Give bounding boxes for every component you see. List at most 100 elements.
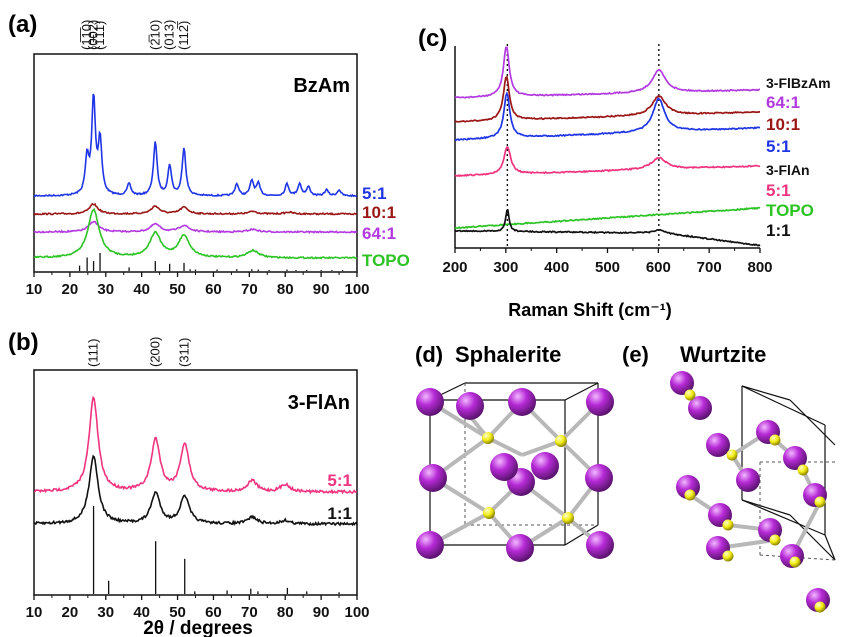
raman-series-3 <box>454 146 761 178</box>
magenta-sphere <box>531 452 559 480</box>
x-tick-label: 100 <box>344 604 369 621</box>
x-tick-label: 300 <box>493 259 518 276</box>
x-tick-label: 10 <box>26 604 43 621</box>
panel-a-series <box>33 93 358 260</box>
magenta-sphere <box>416 388 444 416</box>
unit-cell-edge <box>741 499 826 536</box>
magenta-sphere <box>736 468 760 492</box>
magenta-sphere <box>586 388 614 416</box>
reflection-label: (2̅10) <box>147 20 162 50</box>
x-tick-label: 90 <box>313 604 330 621</box>
legend-label-a-2: 64:1 <box>362 224 396 243</box>
raman-legend-2: 5:1 <box>766 137 791 156</box>
reflection-label: (311) <box>177 338 192 367</box>
unit-cell-edge <box>564 382 599 401</box>
raman-series-1 <box>454 75 760 123</box>
raman-group-label-mid: 3-FlAn <box>766 162 810 178</box>
raman-legend-0: 64:1 <box>766 93 800 112</box>
yellow-sphere <box>684 389 696 401</box>
yellow-sphere <box>814 496 826 508</box>
yellow-sphere <box>482 432 494 444</box>
x-tick-label: 50 <box>169 281 186 298</box>
magenta-sphere <box>456 392 484 420</box>
x-tick-label: 700 <box>697 259 722 276</box>
magenta-sphere <box>508 388 536 416</box>
reflection-label: (013) <box>162 20 177 50</box>
reflection-label: (200) <box>148 337 163 367</box>
magenta-sphere <box>586 531 614 559</box>
x-tick-label: 500 <box>595 259 620 276</box>
x-tick-label: 200 <box>442 259 467 276</box>
x-tick-label: 80 <box>277 604 294 621</box>
panel-b-xaxis: 10 20 30 40 50 60 70 80 90 100 <box>26 595 370 621</box>
panel-b-tag: (b) <box>8 329 39 356</box>
unit-cell-edge <box>741 499 791 516</box>
magenta-sphere <box>490 453 518 481</box>
yellow-sphere <box>483 507 495 519</box>
panel-c-dotted-lines <box>506 44 660 248</box>
unit-cell-edge <box>564 524 599 546</box>
raman-legend-1: 10:1 <box>766 115 800 134</box>
magenta-sphere <box>506 534 534 562</box>
panel-d-tag: (d) <box>415 342 443 367</box>
x-tick-label: 800 <box>747 259 772 276</box>
panel-c-xlabel: Raman Shift (cm⁻¹) <box>508 300 672 320</box>
x-tick-label: 70 <box>241 604 258 621</box>
legend-label-a-1: 10:1 <box>362 203 396 222</box>
unit-cell-edge <box>789 399 836 446</box>
magenta-sphere <box>783 446 807 470</box>
panel-e-title: Wurtzite <box>680 342 766 367</box>
yellow-sphere <box>797 464 809 476</box>
x-tick-label: 30 <box>97 281 114 298</box>
legend-label-a-0: 5:1 <box>362 184 387 203</box>
x-tick-label: 90 <box>313 281 330 298</box>
unit-cell-edge <box>824 534 836 561</box>
series-line-b-0 <box>33 395 358 495</box>
x-tick-label: 80 <box>277 281 294 298</box>
x-tick-label: 60 <box>205 281 222 298</box>
reflection-label: (002) <box>86 20 101 50</box>
raman-legend-5: 1:1 <box>766 221 791 240</box>
yellow-sphere <box>769 534 781 546</box>
yellow-sphere <box>726 449 738 461</box>
series-line-a-3 <box>33 207 358 260</box>
magenta-sphere <box>416 531 444 559</box>
x-tick-label: 20 <box>62 604 79 621</box>
sphalerite-structure <box>416 382 614 562</box>
series-line-a-1 <box>33 202 358 216</box>
x-tick-label: 600 <box>646 259 671 276</box>
legend-label-a-3: TOPO <box>362 251 410 270</box>
raman-series-2 <box>454 91 761 142</box>
yellow-sphere <box>769 434 781 446</box>
panel-c-tag: (c) <box>418 25 447 52</box>
panel-b-series <box>33 395 358 527</box>
panel-a-reflection-labels: (1̅1̅0)(002)(1̅11) (2̅10) (013) (112̅) <box>79 20 191 50</box>
raman-group-label-top: 3-FlBzAm <box>766 75 831 91</box>
yellow-sphere <box>814 601 826 613</box>
panel-b-reference-sticks <box>92 506 340 594</box>
series-line-b-1 <box>33 454 358 527</box>
bond <box>521 439 562 457</box>
panel-b-legend: 5:1 1:1 <box>327 471 352 523</box>
yellow-sphere <box>555 435 567 447</box>
panel-b-xlabel: 2θ / degrees <box>143 618 253 637</box>
yellow-sphere <box>722 519 734 531</box>
x-tick-label: 30 <box>97 604 114 621</box>
x-tick-label: 40 <box>133 604 150 621</box>
raman-series-0 <box>454 46 761 99</box>
reflection-label: (1̅11) <box>92 21 107 50</box>
raman-legend-4: TOPO <box>766 201 814 220</box>
unit-cell-edge <box>789 514 836 561</box>
reflection-label: (112̅) <box>176 21 191 50</box>
x-tick-label: 100 <box>344 281 369 298</box>
yellow-sphere <box>562 512 574 524</box>
bond <box>487 436 523 457</box>
reflection-label: (111) <box>86 339 101 367</box>
wurtzite-structure <box>670 371 836 613</box>
series-line-a-0 <box>33 93 358 198</box>
x-tick-label: 400 <box>544 259 569 276</box>
x-tick-label: 20 <box>62 281 79 298</box>
magenta-sphere <box>670 371 694 395</box>
